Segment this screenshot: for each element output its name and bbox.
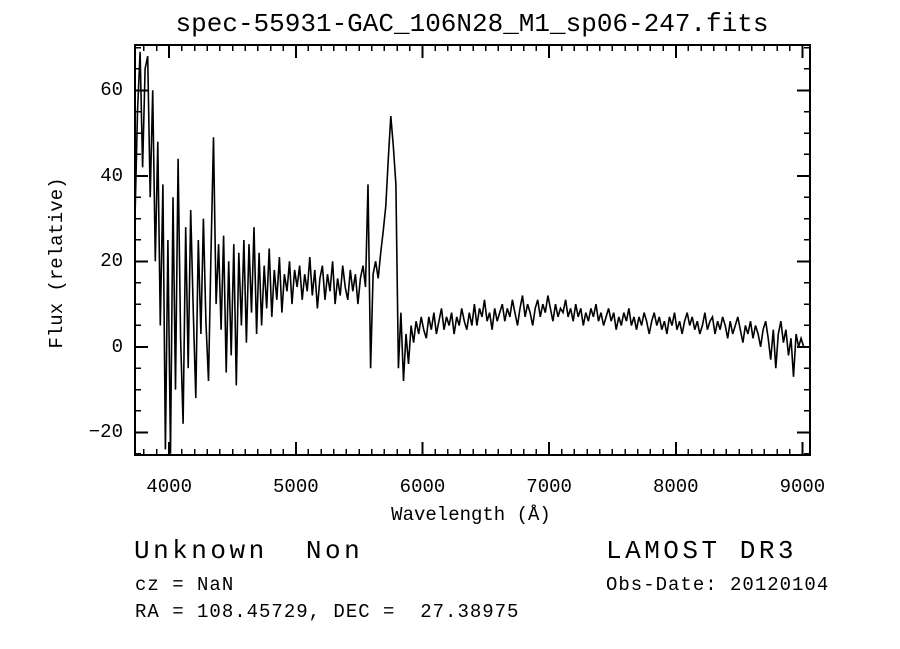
survey-release-label: LAMOST DR3 [606, 536, 798, 566]
y-tick-label: 40 [100, 164, 123, 187]
y-tick-label: 20 [100, 250, 123, 273]
cz-value-label: cz = NaN [135, 574, 235, 596]
x-tick-label: 9000 [779, 476, 826, 498]
y-axis-title: Flux (relative) [46, 177, 68, 349]
y-tick-label: 60 [100, 79, 123, 102]
x-tick-label: 7000 [526, 476, 572, 498]
y-tick-label: 0 [111, 335, 123, 358]
x-tick-label: 5000 [273, 476, 319, 498]
x-axis-title: Wavelength (Å) [391, 504, 551, 526]
ra-dec-label: RA = 108.45729, DEC = 27.38975 [135, 601, 520, 623]
x-tick-label: 4000 [146, 476, 192, 498]
y-tick-label: −20 [88, 421, 123, 444]
spectrum-line [134, 51, 805, 454]
plot-frame [134, 44, 811, 456]
x-tick-label: 6000 [399, 476, 446, 498]
obs-date-label: Obs-Date: 20120104 [606, 574, 830, 596]
classification-label: Unknown Non [134, 536, 364, 566]
x-tick-label: 8000 [652, 476, 699, 498]
plot-title: spec-55931-GAC_106N28_M1_sp06-247.fits [175, 9, 769, 39]
